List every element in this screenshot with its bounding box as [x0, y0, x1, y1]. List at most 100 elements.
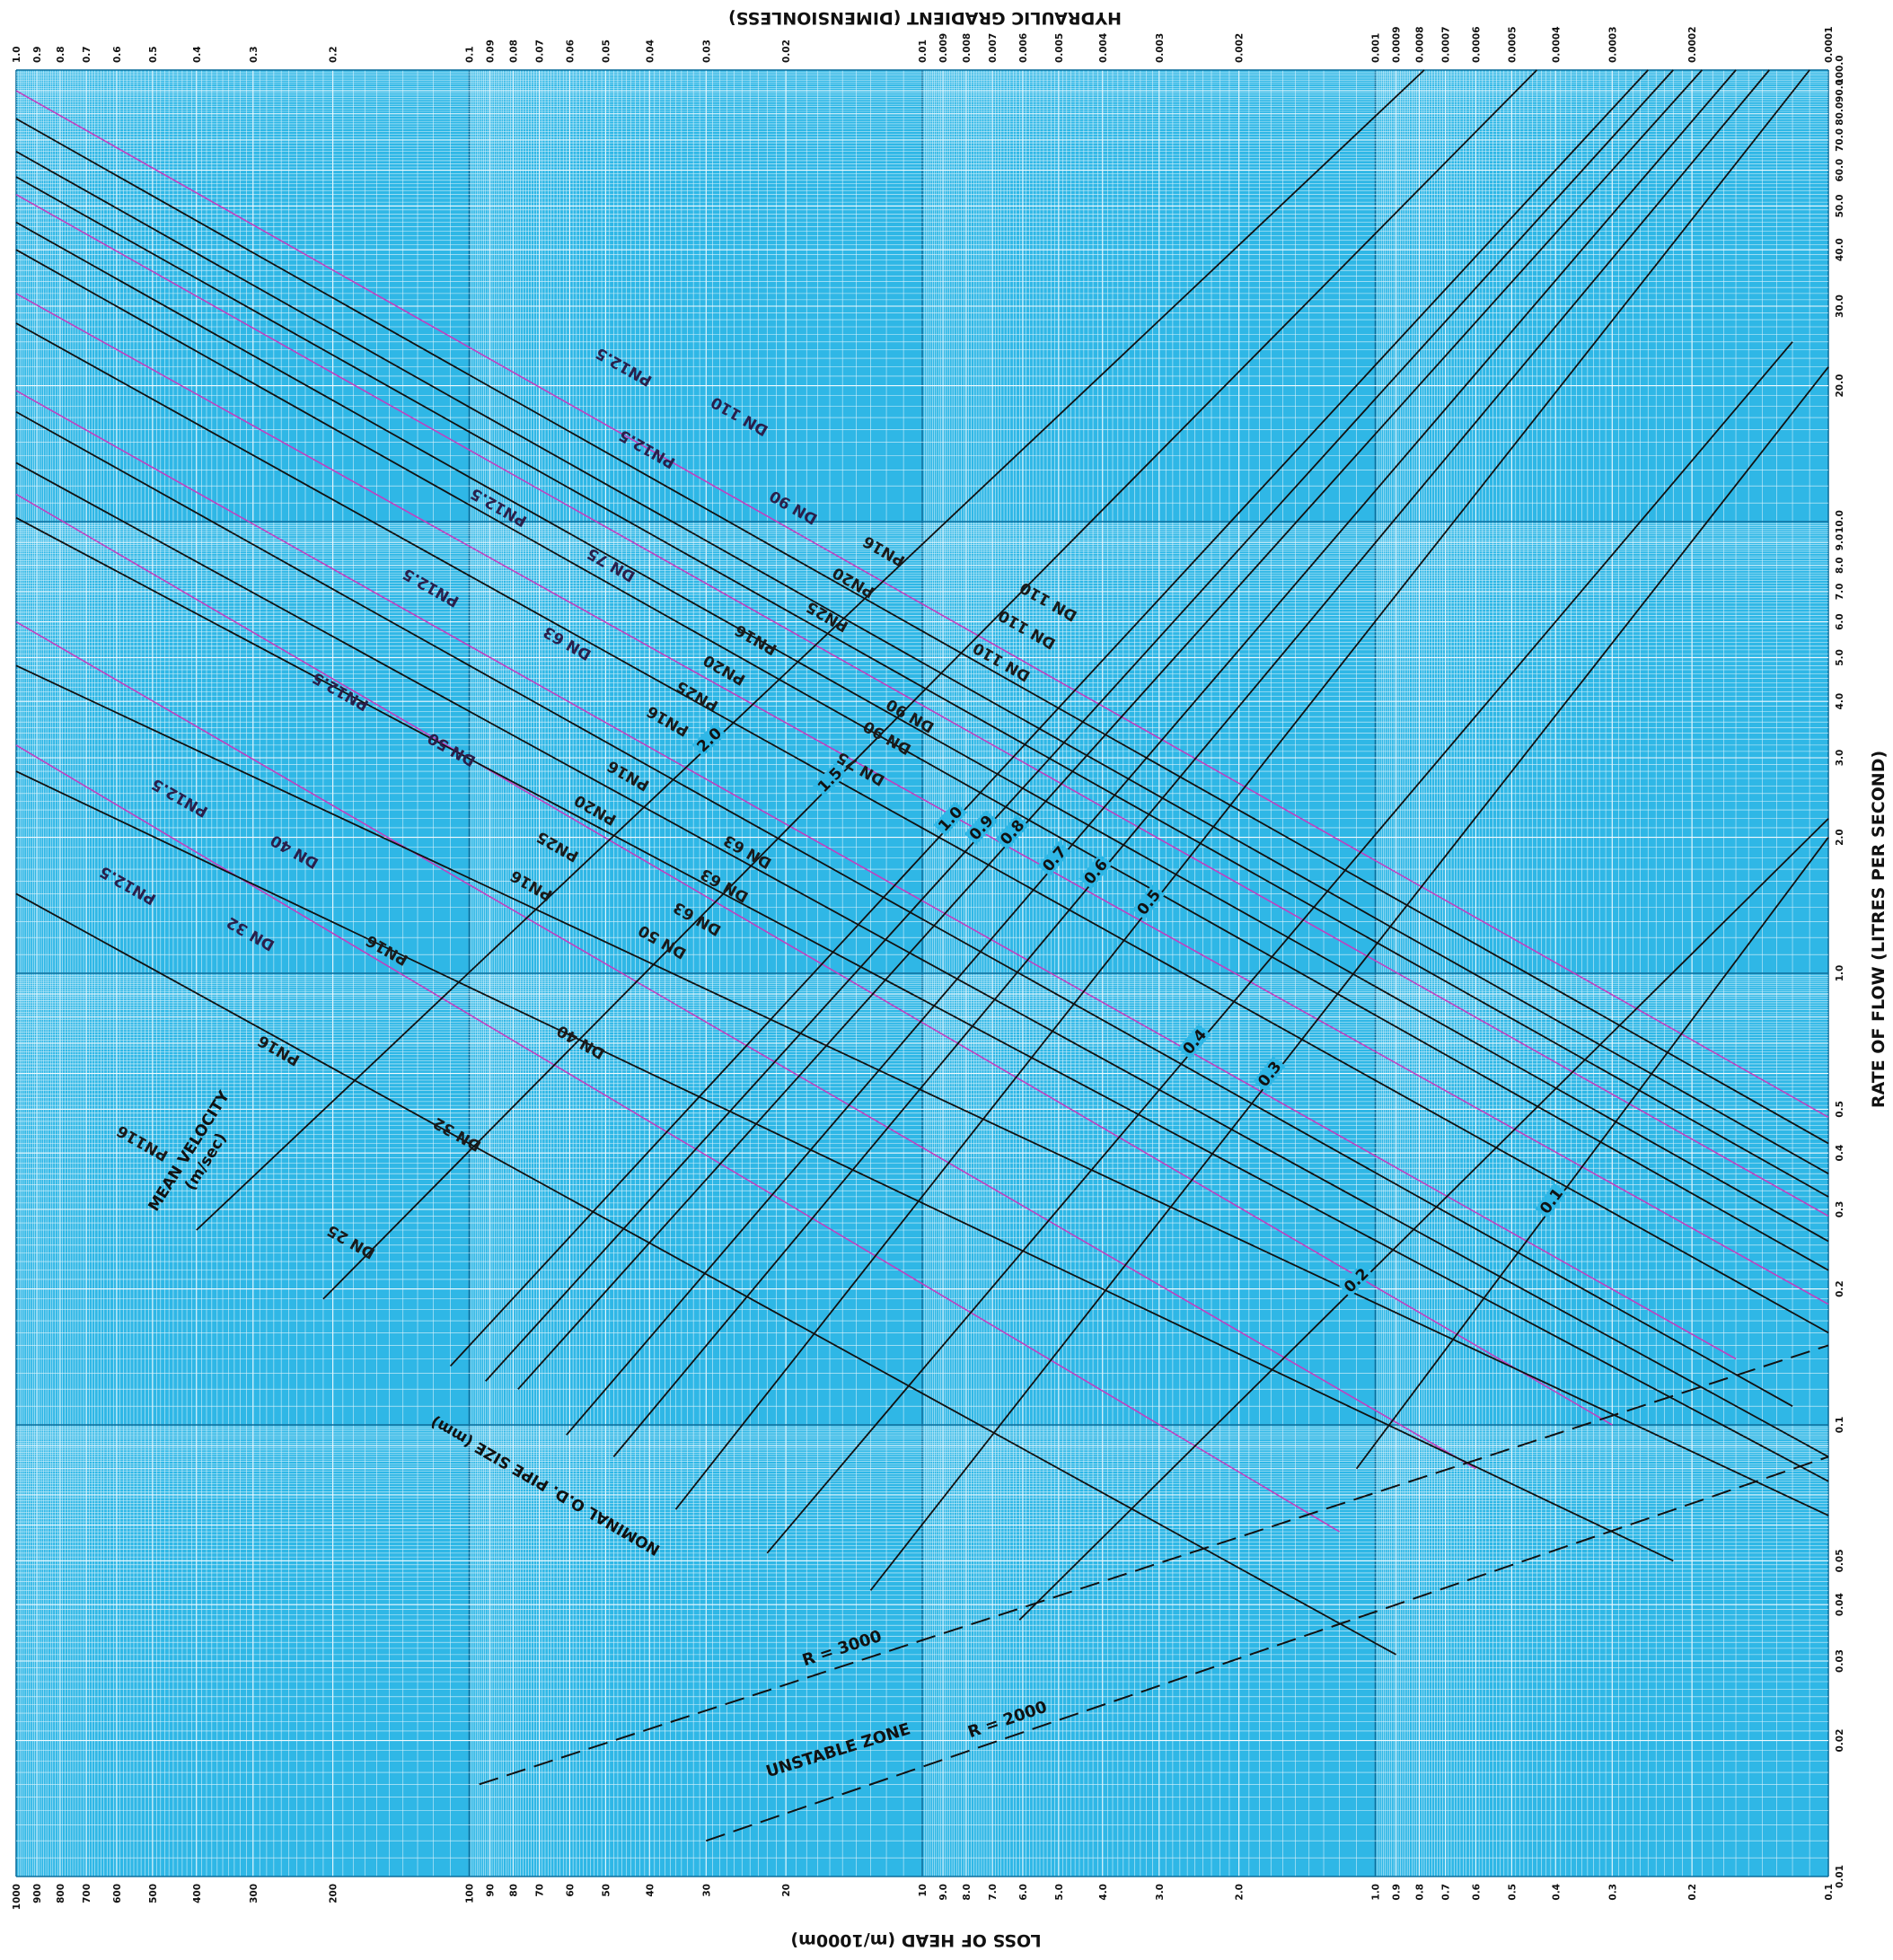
velocity-label-bg — [964, 810, 999, 845]
top-tick-label: 0.003 — [1155, 33, 1166, 63]
velocity-label-bg — [691, 722, 726, 757]
bottom-tick-group: 0.8 — [1414, 1884, 1425, 1901]
top-tick-label: 0.03 — [701, 40, 712, 63]
top-tick-group: 0.009 — [938, 33, 949, 63]
bottom-tick-label: 0.2 — [1687, 1884, 1698, 1901]
top-tick-group: 0.01 — [918, 40, 929, 63]
series-line — [15, 664, 1829, 1516]
right-tick-group: 0.2 — [1835, 1280, 1845, 1297]
top-tick-label: 0.001 — [1371, 33, 1382, 63]
bottom-tick-label: 0.6 — [1471, 1884, 1482, 1901]
velocity-line — [322, 69, 1538, 1300]
top-tick-group: 0.0008 — [1414, 26, 1425, 63]
series-line — [15, 221, 1829, 1243]
bottom-axis-ticks: 1000 900 800 700 600 500 400 300 200 100 90 80 70 60 5… — [12, 1884, 1835, 1910]
top-tick-group: 0.0001 — [1824, 26, 1835, 63]
top-tick-label: 0.3 — [249, 46, 260, 63]
right-tick-label: 0.4 — [1835, 1145, 1845, 1162]
bottom-tick-group: 7.0 — [988, 1884, 999, 1901]
bottom-tick-group: 90 — [486, 1884, 497, 1897]
right-tick-label: 0.02 — [1835, 1729, 1845, 1753]
bottom-axis-title-group: LOSS OF HEAD (m/1000m) — [790, 1930, 1041, 1950]
velocity-line — [196, 69, 1425, 1231]
top-tick-label: 0.07 — [535, 40, 546, 63]
right-tick-label: 70.0 — [1835, 128, 1845, 152]
bottom-tick-label: 900 — [32, 1884, 43, 1903]
right-tick-label: 1.0 — [1835, 965, 1845, 982]
boundary-line — [479, 1344, 1829, 1786]
top-tick-group: 1.0 — [12, 46, 22, 63]
top-tick-label: 0.0005 — [1507, 26, 1518, 63]
bottom-tick-group: 300 — [249, 1884, 260, 1903]
top-tick-label: 1.0 — [12, 46, 22, 63]
top-tick-group: 0.07 — [535, 40, 546, 63]
right-tick-label: 0.3 — [1835, 1201, 1845, 1218]
top-tick-label: 0.6 — [112, 46, 123, 63]
right-tick-label: 8.0 — [1835, 557, 1845, 574]
top-tick-group: 0.2 — [329, 46, 339, 63]
right-tick-label: 0.1 — [1835, 1417, 1845, 1434]
right-tick-label: 0.03 — [1835, 1649, 1845, 1673]
series-line — [15, 150, 1829, 1174]
right-tick-label: 0.04 — [1835, 1593, 1845, 1616]
top-tick-group: 0.0007 — [1441, 26, 1452, 63]
bottom-tick-group: 40 — [645, 1884, 656, 1897]
right-tick-label: 2.0 — [1835, 829, 1845, 846]
bottom-tick-label: 90 — [486, 1884, 497, 1897]
series-line — [15, 461, 1829, 1458]
pipe-size-series — [15, 90, 1829, 1656]
bottom-tick-group: 0.9 — [1392, 1884, 1403, 1901]
velocity-line — [766, 341, 1793, 1554]
right-tick-label: 90.0 — [1835, 79, 1845, 102]
bottom-tick-group: 30 — [701, 1884, 712, 1897]
top-tick-group: 0.0004 — [1551, 26, 1562, 63]
top-tick-group: 0.7 — [82, 46, 92, 63]
velocity-line — [517, 69, 1704, 1390]
top-tick-group: 0.0006 — [1471, 26, 1482, 63]
right-tick-group: 10.0 — [1835, 510, 1845, 533]
right-tick-group: 0.1 — [1835, 1417, 1845, 1434]
top-tick-group: 0.004 — [1098, 33, 1109, 63]
top-tick-label: 0.1 — [465, 46, 476, 63]
top-tick-group: 0.08 — [508, 40, 519, 63]
bottom-tick-group: 70 — [535, 1884, 546, 1897]
bottom-tick-label: 700 — [82, 1884, 92, 1903]
right-tick-group: 0.05 — [1835, 1549, 1845, 1572]
bottom-tick-group: 1000 — [12, 1884, 22, 1910]
top-tick-group: 0.4 — [192, 46, 203, 63]
top-tick-group: 0.006 — [1018, 33, 1029, 63]
right-tick-group: 3.0 — [1835, 750, 1845, 767]
top-tick-label: 0.0009 — [1392, 26, 1403, 63]
bottom-tick-label: 0.9 — [1392, 1884, 1403, 1901]
right-axis-title: RATE OF FLOW (LITRES PER SECOND) — [1869, 751, 1889, 1108]
right-tick-group: 0.5 — [1835, 1101, 1845, 1118]
top-tick-label: 0.2 — [329, 46, 339, 63]
right-tick-label: 30.0 — [1835, 294, 1845, 318]
top-tick-group: 0.0002 — [1687, 26, 1698, 63]
velocity-label-bg — [1131, 883, 1166, 920]
bottom-tick-group: 0.6 — [1471, 1884, 1482, 1901]
series-line — [15, 293, 1829, 1305]
velocity-label-bg — [1535, 1182, 1568, 1219]
bottom-tick-label: 4.0 — [1098, 1884, 1109, 1901]
top-tick-label: 0.0004 — [1551, 26, 1562, 63]
right-tick-group: 0.04 — [1835, 1593, 1845, 1616]
right-tick-label: 4.0 — [1835, 693, 1845, 710]
top-tick-group: 0.6 — [112, 46, 123, 63]
top-tick-label: 0.0003 — [1607, 26, 1618, 63]
bottom-tick-group: 6.0 — [1018, 1884, 1029, 1901]
boundary-line — [705, 1455, 1829, 1842]
chart-grid — [15, 69, 1829, 1877]
bottom-tick-group: 0.4 — [1551, 1884, 1562, 1901]
bottom-tick-label: 10 — [918, 1884, 929, 1897]
bottom-tick-label: 600 — [112, 1884, 123, 1903]
top-tick-label: 0.0007 — [1441, 26, 1452, 63]
bottom-tick-group: 8.0 — [962, 1884, 973, 1901]
velocity-line — [869, 366, 1829, 1591]
right-tick-group: 7.0 — [1835, 584, 1845, 601]
bottom-tick-label: 800 — [56, 1884, 66, 1903]
bottom-tick-group: 400 — [192, 1884, 203, 1903]
bottom-tick-label: 0.4 — [1551, 1884, 1562, 1901]
top-tick-label: 0.06 — [565, 40, 576, 63]
